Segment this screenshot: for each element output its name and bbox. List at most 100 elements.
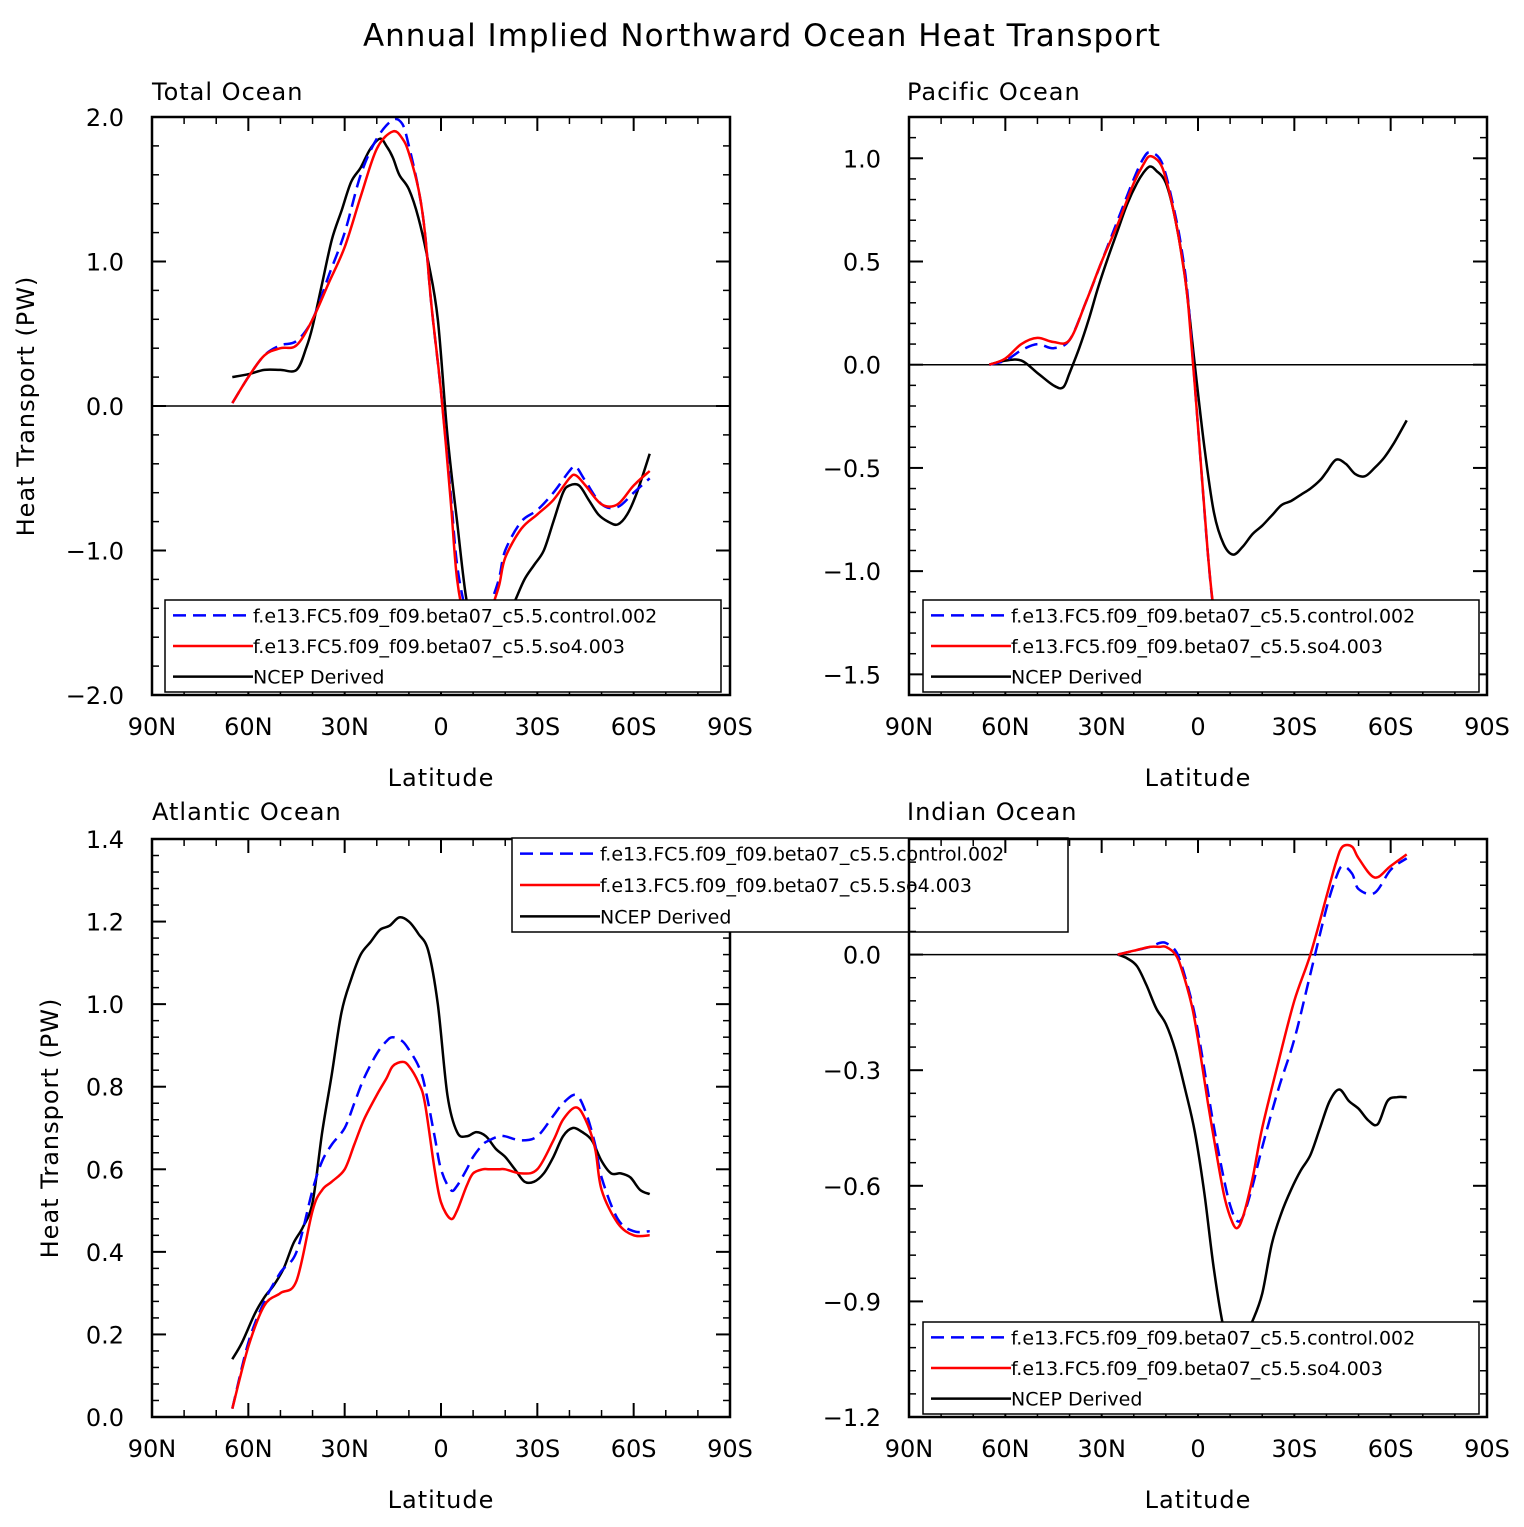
panel-indian-ocean: Indian Ocean 90N 60N 30N 0 30S 60S 90S −1.2 −0.9…: [823, 798, 1510, 1514]
y-axis-label: Heat Transport (PW): [12, 276, 40, 537]
series-line-so4: [231, 129, 651, 646]
series-lines: [231, 117, 651, 646]
series-lines: [231, 916, 651, 1410]
legend-label: f.e13.FC5.f09_f09.beta07_c5.5.so4.003: [253, 636, 625, 658]
y-tick-label: 0.0: [86, 1404, 124, 1432]
x-tick-label: 60S: [611, 713, 657, 741]
x-axis-label: Latitude: [1145, 1486, 1252, 1514]
series-line-ncep: [1117, 953, 1407, 1358]
legend-box: [922, 1321, 1480, 1415]
legend: f.e13.FC5.f09_f09.beta07_c5.5.control.00…: [922, 1321, 1480, 1415]
x-tick-label: 60S: [1368, 713, 1414, 741]
y-tick-label: 1.0: [843, 145, 881, 173]
legend-box: [922, 599, 1480, 693]
series-line-control: [231, 1035, 650, 1409]
x-tick-label: 30S: [1271, 713, 1317, 741]
y-tick-label: 0.0: [843, 352, 881, 380]
legend-label: NCEP Derived: [1011, 667, 1142, 689]
y-tick-label: −0.5: [823, 455, 881, 483]
x-tick-label: 60S: [611, 1435, 657, 1463]
axis-ticks: 90N 60N 30N 0 30S 60S 90S −2.0 −1.0 0.0 1.0 2.0: [66, 104, 753, 741]
panel-total-ocean: Total Ocean 90N 60N 30N 0 30S 60S 90S −2.0 −1.0 0…: [12, 78, 753, 792]
legend-label: NCEP Derived: [600, 906, 731, 928]
y-tick-label: 1.0: [86, 249, 124, 277]
x-tick-label: 60N: [224, 713, 273, 741]
x-tick-label: 90S: [707, 1435, 753, 1463]
legend-label: NCEP Derived: [1011, 1389, 1142, 1411]
legend-label: f.e13.FC5.f09_f09.beta07_c5.5.control.00…: [1011, 605, 1415, 627]
x-tick-label: 90N: [885, 1435, 934, 1463]
y-tick-label: 0.6: [86, 1156, 124, 1184]
legend-label: f.e13.FC5.f09_f09.beta07_c5.5.control.00…: [1011, 1327, 1415, 1349]
panel-title: Total Ocean: [151, 78, 303, 106]
legend-box: [511, 837, 1069, 933]
x-tick-label: 30N: [1077, 713, 1126, 741]
x-tick-label: 30S: [514, 1435, 560, 1463]
x-tick-label: 90N: [128, 713, 177, 741]
legend: f.e13.FC5.f09_f09.beta07_c5.5.control.00…: [164, 599, 722, 693]
y-axis-label: Heat Transport (PW): [36, 998, 64, 1259]
series-line-ncep: [231, 916, 651, 1360]
x-tick-label: 60S: [1368, 1435, 1414, 1463]
y-tick-label: 0.0: [843, 942, 881, 970]
legend-label: f.e13.FC5.f09_f09.beta07_c5.5.control.00…: [253, 605, 657, 627]
legend: f.e13.FC5.f09_f09.beta07_c5.5.control.00…: [511, 837, 1069, 933]
plot-frame: [907, 837, 1489, 1419]
x-tick-label: 90S: [1464, 713, 1510, 741]
x-tick-label: 90S: [707, 713, 753, 741]
plot-frame: [907, 115, 1489, 697]
x-axis-label: Latitude: [1145, 764, 1252, 792]
y-tick-label: −2.0: [66, 682, 124, 710]
series-lines: [988, 150, 1408, 676]
x-tick-label: 90N: [128, 1435, 177, 1463]
x-tick-label: 30N: [320, 1435, 369, 1463]
legend-label: NCEP Derived: [253, 667, 384, 689]
y-tick-label: 0.2: [86, 1321, 124, 1349]
series-line-control: [231, 117, 651, 640]
x-tick-label: 30N: [320, 713, 369, 741]
y-tick-label: 1.0: [86, 991, 124, 1019]
y-tick-label: 0.5: [843, 249, 881, 277]
series-lines: [1117, 843, 1408, 1358]
y-tick-label: 0.8: [86, 1074, 124, 1102]
panel-title: Indian Ocean: [907, 798, 1078, 826]
x-tick-label: 30S: [514, 713, 560, 741]
y-tick-label: 1.4: [86, 826, 124, 854]
x-tick-label: 30S: [1271, 1435, 1317, 1463]
series-line-control: [1117, 857, 1408, 1223]
y-tick-label: −0.6: [823, 1173, 881, 1201]
x-tick-label: 0: [433, 1435, 448, 1463]
x-tick-label: 60N: [224, 1435, 273, 1463]
series-line-so4: [231, 1060, 650, 1410]
y-tick-label: −0.3: [823, 1057, 881, 1085]
y-tick-label: −1.0: [66, 538, 124, 566]
legend-label: f.e13.FC5.f09_f09.beta07_c5.5.control.00…: [600, 844, 1004, 866]
x-tick-label: 0: [433, 713, 448, 741]
x-tick-label: 90N: [885, 713, 934, 741]
y-tick-label: −0.9: [823, 1288, 881, 1316]
panel-atlantic-ocean: Atlantic Ocean 90N 60N 30N 0 30S 60S 90S 0.0 0.2…: [36, 798, 1069, 1514]
series-line-so4: [988, 154, 1408, 676]
plot-frame: [150, 837, 732, 1419]
y-tick-label: −1.0: [823, 558, 881, 586]
series-line-ncep: [988, 165, 1408, 556]
legend-label: f.e13.FC5.f09_f09.beta07_c5.5.so4.003: [1011, 1358, 1383, 1380]
x-tick-label: 60N: [981, 1435, 1030, 1463]
panel-pacific-ocean: Pacific Ocean 90N 60N 30N 0 30S 60S 90S −1.5 −1.…: [823, 78, 1510, 792]
legend-label: f.e13.FC5.f09_f09.beta07_c5.5.so4.003: [1011, 636, 1383, 658]
x-tick-label: 0: [1190, 1435, 1205, 1463]
series-line-ncep: [232, 137, 651, 646]
legend-box: [164, 599, 722, 693]
y-tick-label: 1.2: [86, 909, 124, 937]
x-axis-label: Latitude: [388, 1486, 495, 1514]
y-tick-label: −1.5: [823, 661, 881, 689]
panel-title: Pacific Ocean: [907, 78, 1081, 106]
y-tick-label: 0.0: [86, 393, 124, 421]
y-tick-label: 0.4: [86, 1239, 124, 1267]
series-line-so4: [1117, 843, 1408, 1230]
x-tick-label: 0: [1190, 713, 1205, 741]
panel-title: Atlantic Ocean: [152, 798, 342, 826]
x-tick-label: 90S: [1464, 1435, 1510, 1463]
figure-title: Annual Implied Northward Ocean Heat Tran…: [363, 18, 1161, 54]
